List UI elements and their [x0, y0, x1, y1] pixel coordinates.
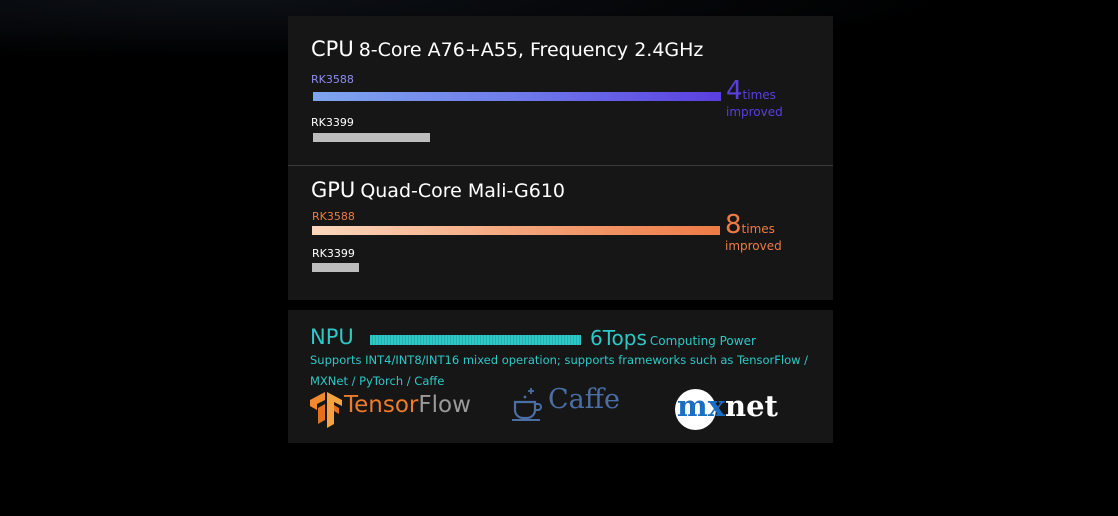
npu-description: Supports INT4/INT8/INT16 mixed operation… — [310, 353, 809, 388]
npu-panel: NPU 6Tops Computing Power Supports INT4/I… — [288, 310, 833, 443]
cpu-rk3399-bar — [313, 133, 430, 142]
cpu-title: CPU 8-Core A76+A55, Frequency 2.4GHz — [311, 37, 703, 61]
gpu-rk3399-label: RK3399 — [312, 247, 355, 260]
cpu-rk3588-label: RK3588 — [311, 73, 354, 86]
gpu-improved: improved — [725, 239, 782, 253]
gpu-rk3399-bar — [312, 263, 359, 272]
npu-value: 6Tops — [590, 326, 647, 350]
cpu-label: CPU — [311, 37, 354, 61]
gpu-rk3588-bar — [312, 226, 720, 235]
tensorflow-logo: TensorFlow — [308, 390, 488, 430]
tensorflow-icon — [310, 392, 342, 428]
tensorflow-wordmark: TensorFlow — [344, 392, 471, 418]
npu-label: NPU — [310, 325, 354, 349]
mxnet-word-net: net — [724, 389, 778, 423]
mxnet-logo: mxnet — [675, 389, 805, 431]
gpu-rk3588-label: RK3588 — [312, 210, 355, 223]
mxnet-letter-x: x — [707, 389, 725, 423]
caffe-wordmark: Caffe — [548, 384, 620, 415]
npu-performance: 6Tops Computing Power — [590, 326, 756, 350]
gpu-improvement: 8times improved — [725, 212, 782, 252]
gpu-times: times — [741, 222, 775, 236]
cpu-rk3588-bar — [313, 92, 721, 101]
mxnet-wordmark: mxnet — [677, 389, 778, 423]
mxnet-circle-icon — [675, 389, 716, 430]
cpu-rk3399-label: RK3399 — [311, 116, 354, 129]
cpu-spec: 8-Core A76+A55, Frequency 2.4GHz — [358, 39, 704, 61]
cpu-improvement: 4times improved — [726, 78, 783, 118]
caffe-logo: Caffe — [511, 382, 651, 424]
cpu-factor: 4 — [726, 76, 743, 106]
panel-divider — [288, 165, 833, 166]
gpu-label: GPU — [311, 178, 356, 202]
npu-bar — [370, 335, 581, 345]
tensorflow-word-tensor: Tensor — [344, 392, 419, 418]
coffee-cup-icon — [512, 388, 542, 421]
cpu-improved: improved — [726, 105, 783, 119]
gpu-factor: 8 — [725, 210, 742, 240]
gpu-title: GPU Quad-Core Mali-G610 — [311, 178, 565, 202]
gpu-spec: Quad-Core Mali-G610 — [360, 180, 566, 202]
mxnet-letter-m: m — [677, 389, 708, 423]
tensorflow-word-flow: Flow — [418, 392, 471, 418]
performance-panel: CPU 8-Core A76+A55, Frequency 2.4GHz RK35… — [288, 16, 833, 300]
cpu-times: times — [742, 88, 776, 102]
npu-unit: Computing Power — [649, 334, 756, 348]
